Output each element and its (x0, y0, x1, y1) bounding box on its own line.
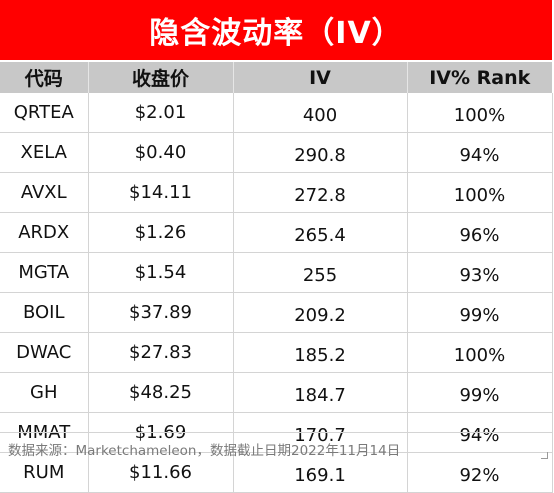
cell-iv: 185.2 (233, 332, 408, 373)
cell-ticker: QRTEA (0, 93, 89, 133)
cell-rank: 96% (407, 212, 553, 253)
cell-rank: 93% (407, 252, 553, 293)
cell-close: $14.11 (88, 172, 234, 213)
cell-close: $2.01 (88, 93, 234, 133)
cell-ticker: ARDX (0, 212, 89, 253)
cell-close: $27.83 (88, 332, 234, 373)
cell-iv: 184.7 (233, 372, 408, 413)
source-footnote: 数据来源：Marketchameleon，数据截止日期2022年11月14日 (8, 443, 401, 459)
cell-rank: 94% (407, 132, 553, 173)
cell-iv: 400 (233, 93, 408, 133)
table-row: DWAC $27.83 185.2 100% (0, 332, 553, 373)
cell-ticker: BOIL (0, 292, 89, 333)
table-row: MGTA $1.54 255 93% (0, 252, 553, 293)
cell-ticker: XELA (0, 132, 89, 173)
cell-ticker: GH (0, 372, 89, 413)
cell-rank: 99% (407, 292, 553, 333)
cell-ticker: MGTA (0, 252, 89, 293)
table-row: AVXL $14.11 272.8 100% (0, 172, 553, 213)
cell-close: $1.26 (88, 212, 234, 253)
cell-rank: 92% (407, 452, 553, 493)
header-close: 收盘价 (88, 62, 234, 93)
resize-corner-icon (541, 452, 548, 459)
table-row: GH $48.25 184.7 99% (0, 372, 553, 413)
cell-rank: 100% (407, 332, 553, 373)
cell-close: $1.54 (88, 252, 234, 293)
cell-ticker: DWAC (0, 332, 89, 373)
header-ticker: 代码 (0, 62, 89, 93)
cell-ticker: AVXL (0, 172, 89, 213)
header-row: 代码 收盘价 IV IV% Rank (0, 62, 552, 93)
cell-iv: 272.8 (233, 172, 408, 213)
cell-close: $48.25 (88, 372, 234, 413)
cell-iv: 209.2 (233, 292, 408, 333)
table-row: XELA $0.40 290.8 94% (0, 132, 553, 173)
table-title: 隐含波动率（IV） (0, 0, 552, 60)
table-row: QRTEA $2.01 400 100% (0, 93, 553, 133)
cell-iv: 255 (233, 252, 408, 293)
iv-table: 代码 收盘价 IV IV% Rank QRTEA $2.01 400 100% … (0, 62, 553, 493)
cell-rank: 99% (407, 372, 553, 413)
footnote-divider (0, 432, 552, 433)
table-row: ARDX $1.26 265.4 96% (0, 212, 553, 253)
header-iv: IV (233, 62, 408, 93)
table-row: BOIL $37.89 209.2 99% (0, 292, 553, 333)
cell-close: $0.40 (88, 132, 234, 173)
header-iv-rank: IV% Rank (407, 62, 552, 93)
cell-iv: 290.8 (233, 132, 408, 173)
cell-iv: 265.4 (233, 212, 408, 253)
cell-rank: 100% (407, 172, 553, 213)
cell-rank: 100% (407, 93, 553, 133)
cell-close: $37.89 (88, 292, 234, 333)
